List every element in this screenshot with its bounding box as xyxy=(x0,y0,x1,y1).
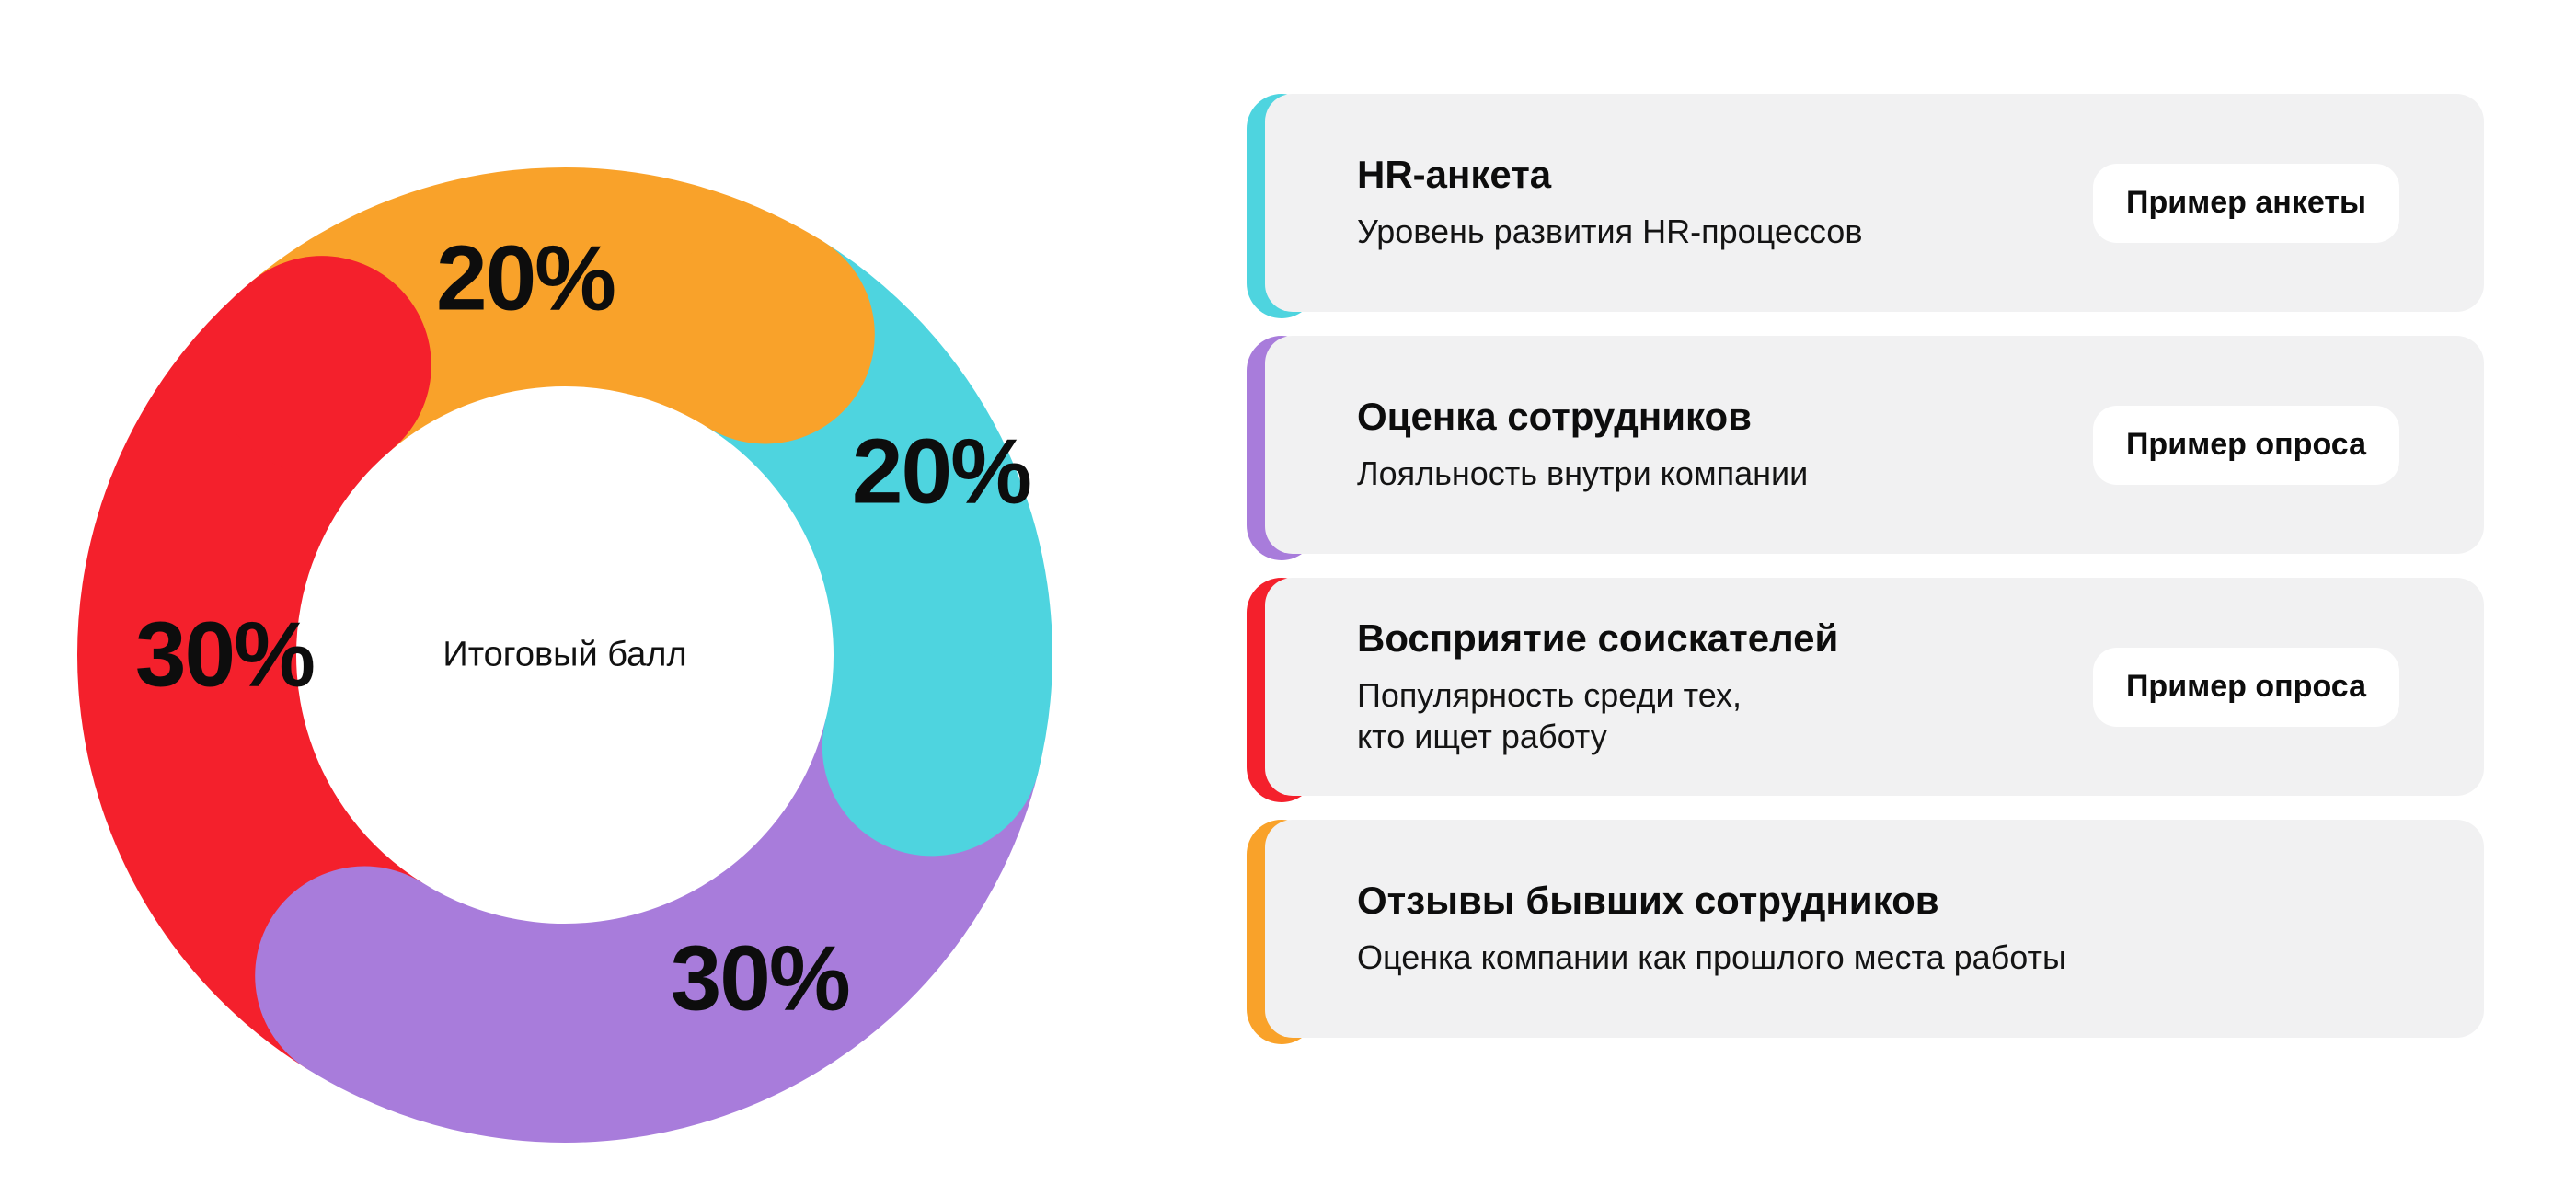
donut-segment-cap xyxy=(655,224,875,444)
donut-chart-area: 20% 20% 30% 30% Итоговый балл xyxy=(0,0,1150,1196)
card-text: Оценка сотрудников Лояльность внутри ком… xyxy=(1357,395,1808,494)
card-vospriyatie-soiskateley: Восприятие соискателей Популярность сред… xyxy=(1247,578,2484,802)
card-otzyvy-byvshikh-sotrudnikov: Отзывы бывших сотрудников Оценка компани… xyxy=(1247,820,2484,1044)
card-body: Отзывы бывших сотрудников Оценка компани… xyxy=(1265,820,2484,1038)
card-title: HR-анкета xyxy=(1357,153,1552,197)
card-otsenka-sotrudnikov: Оценка сотрудников Лояльность внутри ком… xyxy=(1247,336,2484,560)
example-anketa-button[interactable]: Пример анкеты xyxy=(2093,163,2399,243)
card-body: Восприятие соискателей Популярность сред… xyxy=(1265,578,2484,796)
donut-segment-cap xyxy=(255,866,475,1086)
card-body: Оценка сотрудников Лояльность внутри ком… xyxy=(1265,336,2484,554)
card-text: Отзывы бывших сотрудников Оценка компани… xyxy=(1357,879,2066,978)
card-title: Оценка сотрудников xyxy=(1357,395,1753,439)
card-title: Отзывы бывших сотрудников xyxy=(1357,879,1939,923)
card-subtitle: Уровень развития HR-процессов xyxy=(1357,213,1863,251)
example-opros-button[interactable]: Пример опроса xyxy=(2092,647,2399,727)
donut-segment-cap xyxy=(822,637,1041,857)
donut-chart xyxy=(77,167,1052,1143)
donut-segment-cap xyxy=(212,256,431,476)
card-text: Восприятие соискателей Популярность сред… xyxy=(1357,616,1838,758)
card-text: HR-анкета Уровень развития HR-процессов xyxy=(1357,153,1862,252)
card-body: HR-анкета Уровень развития HR-процессов … xyxy=(1265,94,2484,312)
example-opros-button[interactable]: Пример опроса xyxy=(2092,405,2399,485)
card-subtitle: Лояльность внутри компании xyxy=(1357,454,1809,493)
card-subtitle: Популярность среди тех, кто ищет работу xyxy=(1357,675,1742,755)
cards-list: HR-анкета Уровень развития HR-процессов … xyxy=(1247,94,2484,1062)
card-title: Восприятие соискателей xyxy=(1357,615,1839,660)
donut-center-label: Итоговый балл xyxy=(443,635,687,674)
card-subtitle: Оценка компании как прошлого места работ… xyxy=(1357,938,2066,977)
card-hr-anketa: HR-анкета Уровень развития HR-процессов … xyxy=(1247,94,2484,318)
